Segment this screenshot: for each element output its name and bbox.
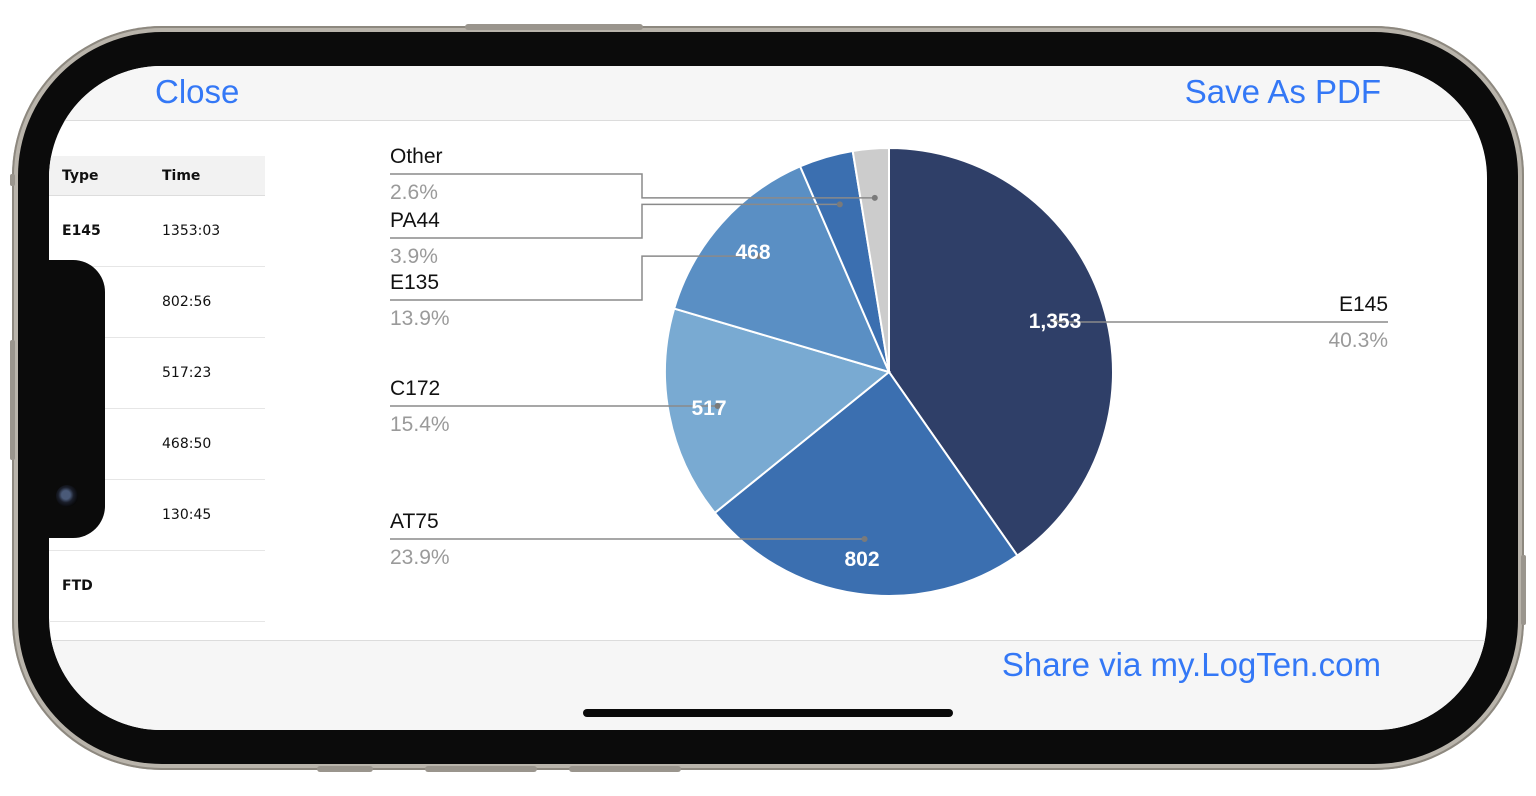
slice-value-label: 517 [691,397,726,420]
pie-slice-e145[interactable] [888,146,1114,557]
save-as-pdf-button[interactable]: Save As PDF [1184,73,1381,110]
slice-percent-label: 2.6% [390,181,438,204]
camera-icon [56,485,78,507]
slice-name-label: PA44 [390,209,440,232]
leader-line [390,255,759,301]
screen: Close Save As PDF Type Time E145 1353:03… [49,66,1487,730]
time-cell: 1353:03 [162,223,221,239]
pie-slice-at75[interactable] [713,370,1019,597]
leader-dot [1052,319,1059,325]
slice-percent-label: 15.4% [390,413,450,436]
phone-side-button [1521,555,1526,625]
time-cell: 517:23 [162,365,212,381]
table-row: FTD [49,551,265,622]
type-column-header: Type [62,168,99,184]
slice-percent-label: 23.9% [390,546,450,569]
type-cell: FTD [62,578,93,594]
leader-line [390,203,840,239]
slice-name-label: Other [390,145,443,168]
top-toolbar: Close Save As PDF [49,66,1487,121]
slice-name-label: E135 [390,271,439,294]
pie-chart: E145 40.3% AT75 23.9% C172 15.4% E135 13.9% PA44… [390,145,1388,597]
slice-percent-label: 13.9% [390,307,450,330]
table-row: 517:23 [49,338,265,409]
slice-percent-label: 40.3% [1328,329,1388,352]
table-row: 468:50 [49,409,265,480]
type-time-table: Type Time E145 1353:03 802:56 517:23 468… [49,156,265,622]
pie-slice-other[interactable] [851,146,890,373]
table-row: 802:56 [49,267,265,338]
phone-bottom-button [425,766,537,772]
phone-bottom-button [569,766,681,772]
share-button[interactable]: Share via my.LogTen.com [1001,646,1381,683]
slice-value-label: 802 [844,548,879,571]
table-row: E145 1353:03 [49,196,265,267]
pie-slice-c172[interactable] [664,307,892,515]
slice-name-label: AT75 [390,510,439,533]
pie-slice-e135[interactable] [672,165,891,374]
time-cell: 130:45 [162,507,212,523]
phone-top-button [465,24,643,30]
time-column-header: Time [162,168,201,184]
time-cell: 468:50 [162,436,212,452]
phone-side-button [10,174,15,186]
home-indicator[interactable] [583,709,953,717]
leader-dot [714,403,721,409]
slice-name-label: C172 [390,377,440,400]
time-cell: 802:56 [162,294,212,310]
slice-percent-label: 3.9% [390,245,438,268]
type-cell: E145 [62,223,101,239]
close-button[interactable]: Close [155,73,240,110]
table-header: Type Time [49,156,265,196]
table-row: 130:45 [49,480,265,551]
slice-value-label: 1,353 [1029,310,1082,333]
leader-line [390,173,875,199]
slice-name-label: E145 [1339,293,1388,316]
leader-dot [871,194,878,201]
leader-dot [861,536,868,542]
leader-dot [755,253,762,260]
phone-bottom-button [317,766,373,772]
slice-value-label: 468 [735,241,770,264]
phone-side-button [10,340,15,460]
leader-dot [836,201,843,208]
